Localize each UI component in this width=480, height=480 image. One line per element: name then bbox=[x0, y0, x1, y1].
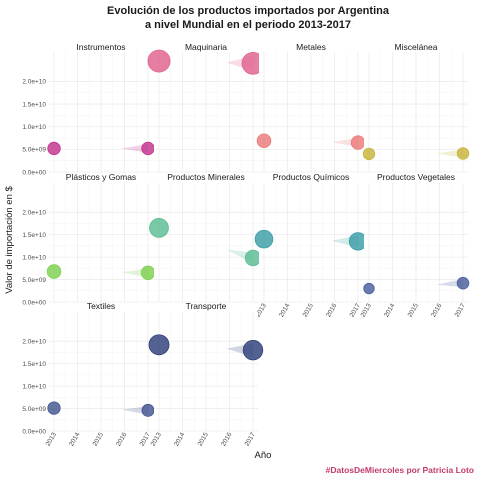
y-tick-label: 1.0e+10 bbox=[22, 124, 46, 131]
data-point bbox=[142, 404, 154, 416]
y-tick-label: 0.0e+00 bbox=[22, 299, 46, 306]
data-point bbox=[257, 134, 271, 148]
x-tick-label: 2013 bbox=[150, 431, 163, 447]
x-tick-label: 2015 bbox=[407, 302, 420, 318]
chart-caption: #DatosDeMiercoles por Patricia Loto bbox=[326, 465, 474, 475]
data-point bbox=[48, 402, 60, 414]
facet-panel: Metales bbox=[257, 42, 365, 172]
y-tick-label: 1.5e+10 bbox=[22, 232, 46, 239]
facet-panel: Plásticos y Gomas 0.0e+00 5.0e+09 1.0e+10 1.… bbox=[22, 172, 154, 306]
data-point bbox=[364, 283, 375, 294]
facet-panels: Instrumentos 0.0e+00 5.0e+09 1.0e+10 1.5e+10… bbox=[22, 42, 469, 448]
data-point bbox=[142, 142, 155, 155]
x-tick-label: 2017 bbox=[454, 302, 467, 318]
x-tick-label: 2014 bbox=[278, 302, 291, 318]
facet-strip-label: Productos Químicos bbox=[273, 172, 350, 182]
facet-strip-label: Instrumentos bbox=[76, 42, 125, 52]
facet-strip-label: Textiles bbox=[87, 301, 115, 311]
x-tick-label: 2016 bbox=[220, 431, 233, 447]
facet-panel: Textiles 0.0e+00 5.0e+09 1.0e+10 1.5e+10 2.0e… bbox=[22, 301, 154, 448]
y-tick-label: 0.0e+00 bbox=[22, 169, 46, 176]
y-axis-title: Valor de importación en $ bbox=[4, 186, 15, 294]
facet-panel: Transporte 2013 2014 2015 2016 2017 bbox=[149, 301, 263, 448]
y-tick-label: 0.0e+00 bbox=[22, 428, 46, 435]
facet-strip-label: Productos Vegetales bbox=[377, 172, 455, 182]
data-point bbox=[457, 277, 469, 289]
facet-panel: Maquinaria bbox=[148, 42, 264, 172]
chart-title-line-1: Evolución de los productos importados po… bbox=[107, 5, 390, 17]
facet-panel: Productos Minerales bbox=[150, 172, 261, 302]
x-tick-label: 2013 bbox=[360, 302, 373, 318]
chart-title-line-2: a nivel Mundial en el periodo 2013-2017 bbox=[145, 19, 351, 31]
x-axis-title: Año bbox=[255, 450, 272, 461]
y-tick-label: 1.0e+10 bbox=[22, 254, 46, 261]
data-point bbox=[141, 266, 155, 280]
x-tick-label: 2016 bbox=[430, 302, 443, 318]
x-tick-label: 2015 bbox=[302, 302, 315, 318]
data-point bbox=[150, 218, 169, 237]
data-point bbox=[245, 250, 261, 266]
x-tick-label: 2016 bbox=[115, 431, 128, 447]
x-tick-label: 2016 bbox=[325, 302, 338, 318]
facet-strip-label: Miscelánea bbox=[395, 42, 438, 52]
facet-strip-label: Maquinaria bbox=[185, 42, 227, 52]
y-tick-label: 1.5e+10 bbox=[22, 101, 46, 108]
data-point bbox=[363, 148, 375, 160]
facet-strip-label: Plásticos y Gomas bbox=[66, 172, 136, 182]
y-tick-label: 1.0e+10 bbox=[22, 383, 46, 390]
x-tick-label: 2015 bbox=[92, 431, 105, 447]
data-point bbox=[149, 335, 169, 355]
data-point bbox=[148, 50, 170, 72]
data-point bbox=[48, 142, 61, 155]
data-point bbox=[457, 148, 469, 160]
data-point bbox=[243, 340, 263, 360]
y-tick-label: 2.0e+10 bbox=[22, 79, 46, 86]
x-tick-label: 2013 bbox=[45, 431, 58, 447]
x-tick-label: 2015 bbox=[197, 431, 210, 447]
facet-panel: Instrumentos 0.0e+00 5.0e+09 1.0e+10 1.5e+10… bbox=[22, 42, 154, 176]
facet-strip-label: Transporte bbox=[186, 301, 227, 311]
data-point bbox=[351, 136, 365, 150]
x-tick-label: 2017 bbox=[244, 431, 257, 447]
data-point bbox=[47, 265, 61, 279]
x-tick-label: 2014 bbox=[173, 431, 186, 447]
y-tick-label: 5.0e+09 bbox=[22, 277, 46, 284]
data-point bbox=[255, 230, 273, 248]
facet-strip-label: Metales bbox=[296, 42, 326, 52]
x-tick-label: 2014 bbox=[68, 431, 81, 447]
y-tick-label: 1.5e+10 bbox=[22, 361, 46, 368]
y-tick-label: 2.0e+10 bbox=[22, 338, 46, 345]
x-tick-label: 2014 bbox=[383, 302, 396, 318]
y-tick-label: 5.0e+09 bbox=[22, 147, 46, 154]
y-tick-label: 5.0e+09 bbox=[22, 406, 46, 413]
y-tick-label: 2.0e+10 bbox=[22, 209, 46, 216]
facet-strip-label: Productos Minerales bbox=[167, 172, 244, 182]
facet-panel: Miscelánea bbox=[363, 42, 469, 172]
facet-panel: Productos Vegetales 2013 2014 2015 2016 2017 bbox=[360, 172, 469, 319]
